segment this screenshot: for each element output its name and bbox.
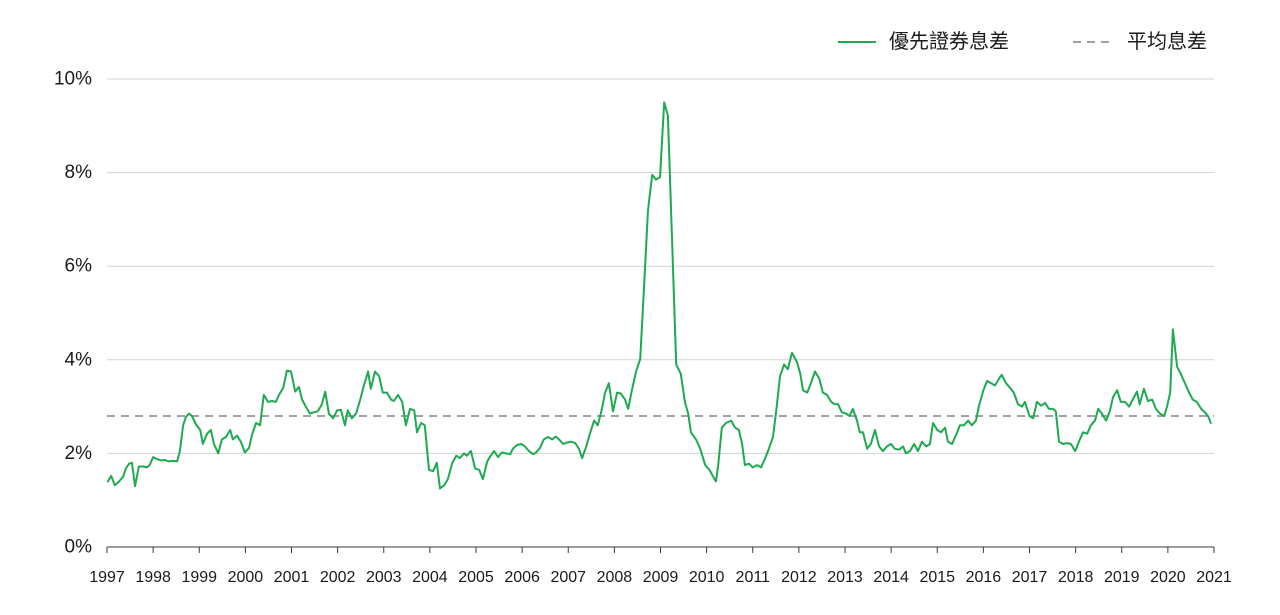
x-tick-label: 2021 [1196,569,1232,586]
x-tick-label: 2006 [504,569,540,586]
legend-item-preferred-spread: 優先證券息差 [838,30,1009,53]
legend-item-average-spread: 平均息差 [1073,30,1207,53]
x-tick-label: 2013 [827,569,863,586]
x-tick-label: 2014 [873,569,909,586]
x-axis: 1997 1998 1999 2000 2001 2002 2003 2004 2005 2006… [89,546,1232,586]
gridlines [107,78,1214,454]
x-tick-label: 2008 [597,569,633,586]
x-tick-label: 2010 [689,569,725,586]
x-tick-label: 2012 [781,569,817,586]
legend: 優先證券息差 平均息差 [838,30,1207,53]
y-tick-label: 0% [65,537,93,558]
legend-label-average-spread: 平均息差 [1127,30,1207,53]
plot-series [106,101,1214,490]
x-tick-label: 1998 [135,569,171,586]
x-tick-label: 2009 [643,569,679,586]
y-tick-label: 6% [65,256,93,277]
y-axis: 0% 2% 4% 6% 8% 10% [54,69,92,558]
x-tick-label: 1997 [89,569,125,586]
x-tick-label: 2005 [458,569,494,586]
x-tick-label: 2000 [228,569,264,586]
y-tick-label: 8% [65,162,93,183]
x-tick-label: 2015 [919,569,955,586]
legend-label-preferred-spread: 優先證券息差 [889,30,1009,53]
x-tick-label: 2007 [550,569,586,586]
x-tick-label: 2020 [1150,569,1186,586]
preferred-spread-line [106,101,1212,490]
y-tick-label: 10% [54,69,92,90]
x-tick-label: 2004 [412,569,448,586]
x-tick-label: 2017 [1012,569,1048,586]
x-tick-label: 2016 [966,569,1002,586]
y-tick-label: 4% [65,349,93,370]
y-tick-label: 2% [65,443,93,464]
x-tick-label: 2011 [736,569,771,586]
x-tick-label: 2019 [1104,569,1140,586]
x-tick-label: 2002 [320,569,356,586]
x-tick-label: 2003 [366,569,402,586]
x-tick-label: 1999 [181,569,217,586]
x-tick-label: 2018 [1058,569,1094,586]
x-tick-label: 2001 [274,569,310,586]
